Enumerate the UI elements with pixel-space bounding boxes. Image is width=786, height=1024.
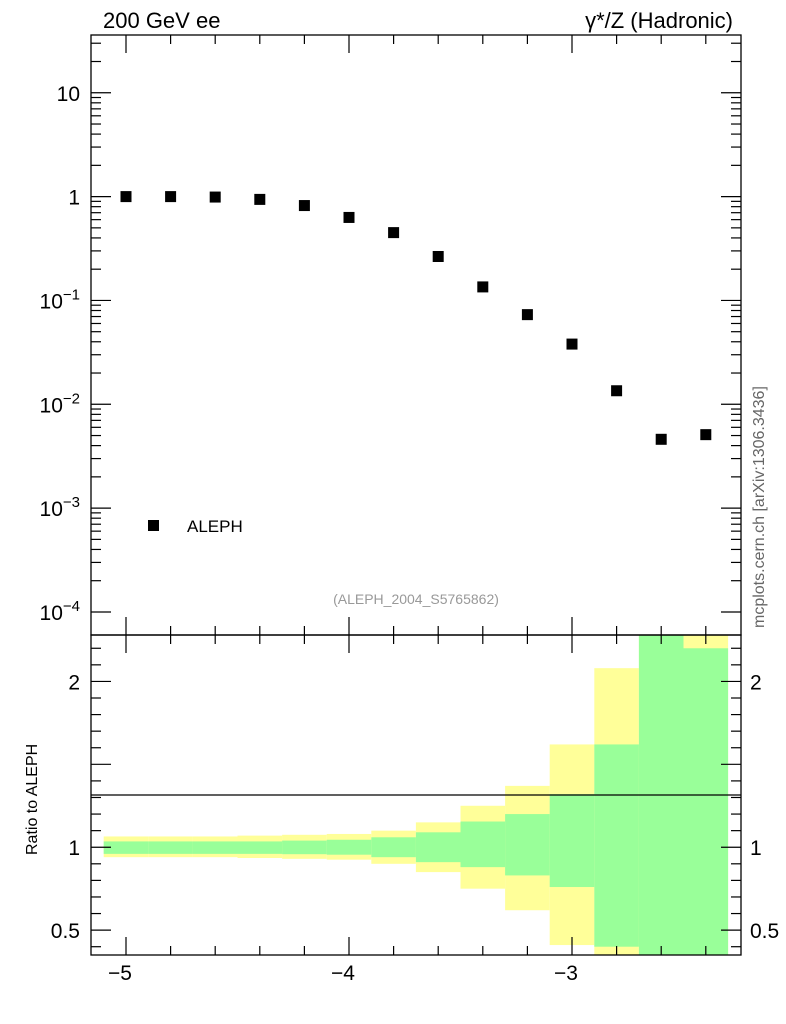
ratio-y-axis-label: Ratio to ALEPH [24, 744, 41, 855]
x-tick-label: −4 [331, 962, 355, 985]
ratio-band-green [282, 840, 327, 855]
y-tick-label: 10 [57, 83, 80, 106]
data-point [432, 250, 444, 262]
data-point [655, 433, 667, 445]
x-tick-label: −3 [554, 962, 578, 985]
side-label: mcplots.cern.ch [arXiv:1306.3436] [751, 386, 768, 628]
x-tick-label: −5 [108, 962, 132, 985]
data-markers [120, 191, 712, 445]
data-point [700, 429, 712, 441]
ratio-band-green [148, 841, 193, 854]
ratio-band-green [237, 841, 283, 854]
ratio-band-green [371, 837, 416, 858]
data-point [566, 338, 578, 350]
data-point [343, 211, 355, 223]
data-point [521, 309, 533, 321]
data-point [120, 191, 132, 203]
main-axis-ticks [91, 35, 741, 635]
ratio-panel [90, 634, 742, 956]
analysis-label: (ALEPH_2004_S5765862) [333, 591, 499, 607]
ratio-band-green [505, 814, 550, 876]
legend-marker [148, 520, 159, 531]
main-panel-frame [90, 34, 742, 636]
legend-label: ALEPH [187, 517, 243, 536]
ratio-band-green [594, 744, 639, 947]
y-tick-label: 10−1 [40, 286, 80, 313]
ratio-bands [103, 635, 729, 955]
ratio-y-tick-label: 0.5 [51, 920, 80, 943]
right-title: γ*/Z (Hadronic) [585, 8, 733, 33]
ratio-y-tick-label-right: 2 [750, 671, 762, 694]
main-y-tick-labels: 10 1 10−1 10−2 10−3 10−4 [40, 83, 80, 625]
ratio-y-tick-label: 1 [68, 837, 80, 860]
data-point [388, 227, 400, 239]
y-tick-label: 1 [68, 187, 80, 210]
ratio-y-tick-label-right: 1 [750, 837, 762, 860]
y-tick-label: 10−3 [40, 494, 80, 521]
ratio-y-tick-label: 2 [68, 671, 80, 694]
data-point [254, 193, 266, 205]
data-point [165, 191, 177, 203]
y-tick-label: 10−2 [40, 390, 80, 417]
ratio-band-green [192, 841, 238, 854]
x-tick-labels: −5 −4 −3 [108, 962, 578, 985]
ratio-y-tick-labels: 2 2 1 1 0.5 0.5 [51, 671, 779, 943]
ratio-band-green [103, 841, 149, 854]
y-tick-label: 10−4 [40, 598, 80, 625]
data-point [477, 281, 489, 293]
ratio-y-tick-label-right: 0.5 [750, 920, 779, 943]
data-point [611, 385, 623, 397]
data-point [209, 191, 221, 203]
main-panel [90, 34, 742, 636]
left-title: 200 GeV ee [103, 8, 220, 33]
ratio-axis-ticks [91, 635, 741, 955]
ratio-band-green [549, 794, 595, 888]
ratio-band-green [683, 648, 729, 955]
ratio-band-green [460, 821, 506, 868]
ratio-band-green [326, 839, 372, 855]
ratio-band-green [415, 832, 461, 863]
data-point [298, 200, 310, 212]
